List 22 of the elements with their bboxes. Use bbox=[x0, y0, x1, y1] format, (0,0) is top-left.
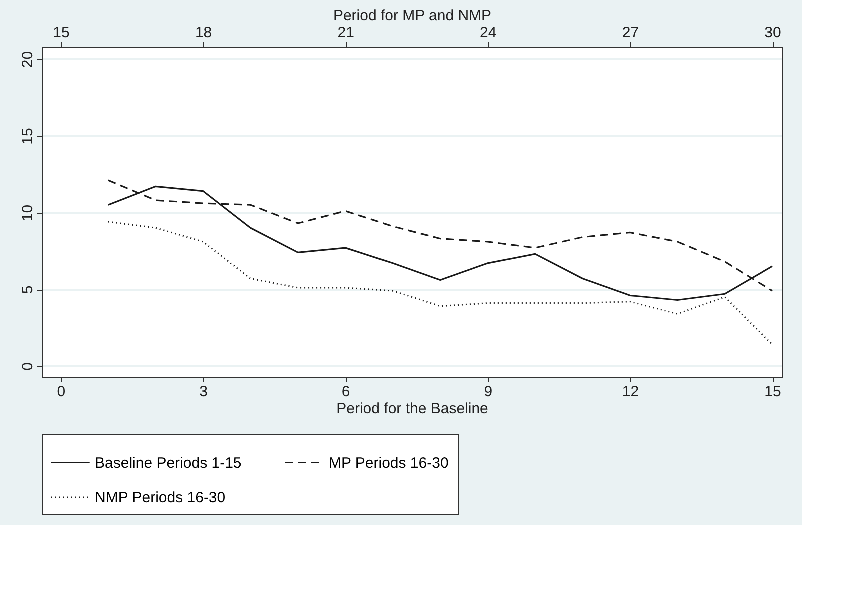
x-tick-label: 12 bbox=[622, 384, 640, 400]
legend-label: Baseline Periods 1-15 bbox=[95, 454, 242, 472]
x2-axis-title: Period for MP and NMP bbox=[333, 8, 492, 24]
y-tick-label: 0 bbox=[20, 362, 36, 371]
x-tick-label: 6 bbox=[342, 384, 350, 400]
x-axis-title: Period for the Baseline bbox=[336, 400, 488, 418]
x-tick-label: 9 bbox=[484, 384, 493, 400]
x-tick-label: 3 bbox=[200, 384, 208, 400]
x-tick-label: 0 bbox=[57, 384, 66, 400]
x-tick-label: 15 bbox=[764, 384, 782, 400]
x2-tick-label: 18 bbox=[195, 24, 212, 42]
legend-label: MP Periods 16-30 bbox=[329, 454, 449, 472]
y-tick-label: 15 bbox=[20, 128, 36, 145]
y-tick-label: 20 bbox=[20, 51, 36, 68]
legend-label: NMP Periods 16-30 bbox=[95, 490, 226, 506]
x2-tick-label: 30 bbox=[764, 24, 782, 42]
x2-tick-label: 15 bbox=[53, 24, 70, 42]
x2-tick-label: 21 bbox=[338, 24, 354, 42]
y-tick-label: 5 bbox=[20, 286, 36, 294]
x2-tick-label: 24 bbox=[480, 24, 497, 42]
x2-tick-label: 27 bbox=[622, 24, 640, 42]
y-tick-label: 10 bbox=[20, 204, 36, 222]
